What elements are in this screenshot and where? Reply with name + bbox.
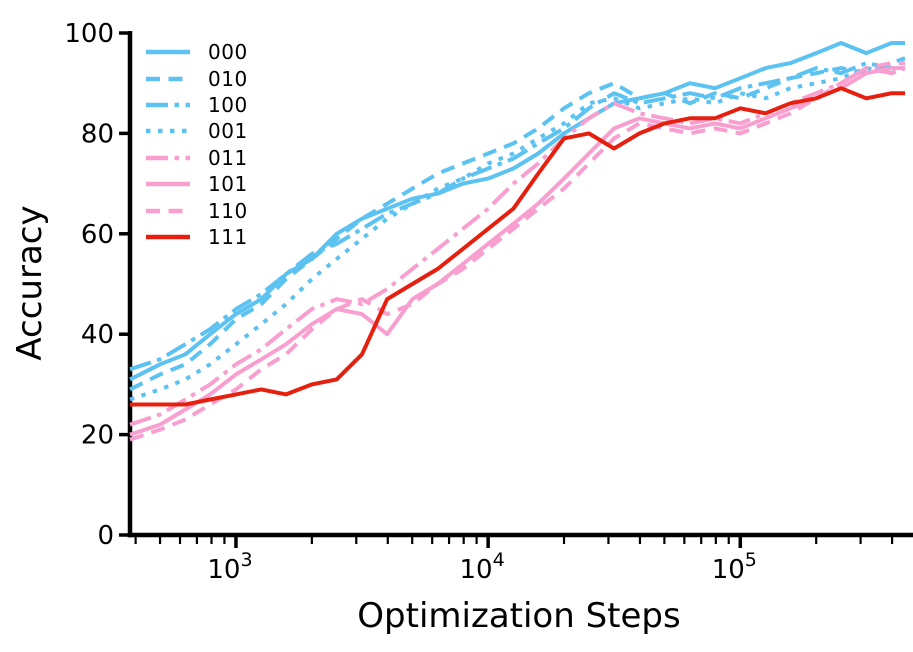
x-tick-label: 105 <box>712 549 757 585</box>
y-tick-label: 60 <box>81 220 114 250</box>
legend-line-sample <box>146 155 190 161</box>
series-line-111 <box>130 86 905 407</box>
legend-item-000: 000 <box>145 39 248 65</box>
series-line-001 <box>129 66 906 402</box>
y-tick-label: 100 <box>64 19 114 49</box>
legend-label: 011 <box>208 145 248 170</box>
series-line-000 <box>129 41 905 382</box>
legend: 000 010 100 001 011 101 110 111 <box>145 39 248 250</box>
y-tick-label: 80 <box>81 119 114 149</box>
legend-line-sample <box>146 129 190 134</box>
y-tick-label: 40 <box>81 320 114 350</box>
x-axis-label: Optimization Steps <box>357 596 681 636</box>
series-line-100 <box>129 61 905 372</box>
y-tick-label: 0 <box>97 521 114 551</box>
legend-line-sample <box>146 76 190 81</box>
series-line-010 <box>129 56 906 392</box>
legend-line-sample <box>146 181 190 187</box>
series-line-110 <box>129 61 905 442</box>
legend-item-011: 011 <box>145 145 248 171</box>
x-tick-label: 103 <box>207 549 252 585</box>
legend-label: 110 <box>208 198 248 223</box>
legend-item-101: 101 <box>145 171 248 197</box>
legend-item-001: 001 <box>145 118 248 144</box>
legend-label: 001 <box>208 119 248 144</box>
legend-line-sample <box>146 234 190 240</box>
legend-item-111: 111 <box>145 224 248 250</box>
legend-item-010: 010 <box>145 65 248 91</box>
legend-item-110: 110 <box>145 197 248 223</box>
legend-label: 010 <box>208 66 248 91</box>
legend-line-sample <box>146 208 190 213</box>
legend-item-100: 100 <box>145 92 248 118</box>
series-line-101 <box>129 66 905 437</box>
legend-line-sample <box>146 49 190 55</box>
legend-line-sample <box>146 102 190 108</box>
legend-label: 111 <box>208 224 248 249</box>
x-tick-label: 104 <box>460 549 505 585</box>
legend-label: 101 <box>208 172 248 197</box>
y-axis-label: Accuracy <box>10 205 50 361</box>
legend-label: 100 <box>208 92 248 117</box>
y-tick-label: 20 <box>81 421 114 451</box>
legend-label: 000 <box>208 40 248 65</box>
